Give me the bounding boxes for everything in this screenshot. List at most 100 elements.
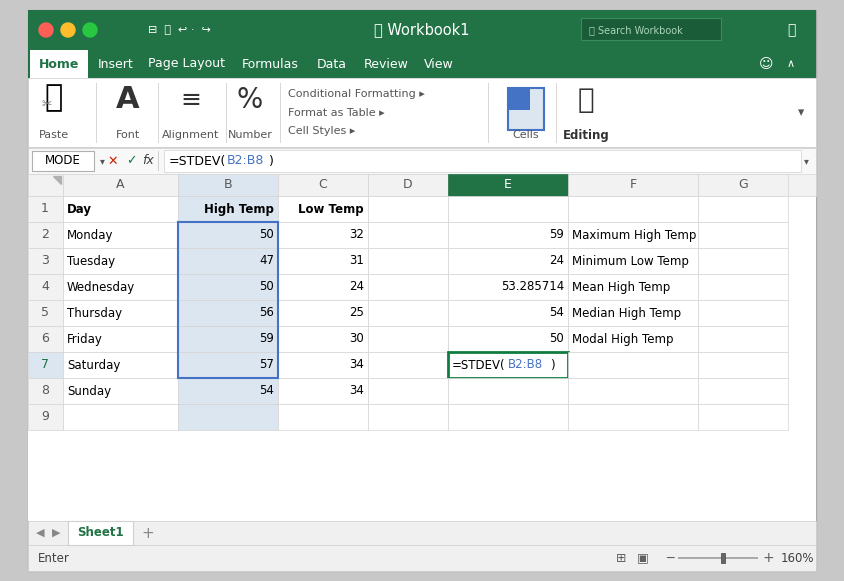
Text: Font: Font — [116, 130, 140, 140]
Bar — [448, 404, 568, 430]
Text: 2: 2 — [41, 228, 49, 242]
Text: ): ) — [269, 155, 273, 167]
Text: +: + — [142, 525, 154, 540]
Text: 5: 5 — [41, 307, 49, 320]
Text: ✕: ✕ — [108, 155, 118, 167]
Text: 24: 24 — [549, 254, 564, 267]
Bar — [28, 174, 63, 196]
Text: 6: 6 — [41, 332, 49, 346]
Bar — [63, 248, 178, 274]
Bar — [28, 78, 816, 148]
Bar — [278, 196, 368, 222]
Text: D: D — [403, 178, 413, 192]
Text: ─: ─ — [666, 551, 674, 565]
Text: 3: 3 — [41, 254, 49, 267]
Bar — [278, 274, 368, 300]
Bar — [30, 50, 88, 78]
Text: C: C — [319, 178, 327, 192]
Bar — [568, 174, 698, 196]
Text: =STDEV(: =STDEV( — [169, 155, 226, 167]
Text: %: % — [237, 86, 263, 114]
Bar — [178, 300, 278, 326]
Circle shape — [39, 23, 53, 37]
Bar — [63, 274, 178, 300]
Bar — [278, 326, 368, 352]
Text: 54: 54 — [259, 385, 274, 397]
Text: Editing: Editing — [563, 128, 609, 142]
Text: Wednesday: Wednesday — [67, 281, 135, 293]
Bar — [32, 151, 94, 171]
Bar — [63, 404, 178, 430]
Bar — [488, 83, 489, 143]
Text: ⊟  💾  ↩ ·  ↪: ⊟ 💾 ↩ · ↪ — [148, 25, 211, 35]
Bar — [178, 222, 278, 248]
Bar — [568, 326, 698, 352]
Bar — [63, 222, 178, 248]
Text: 57: 57 — [259, 358, 274, 371]
Text: Enter: Enter — [38, 551, 70, 565]
Bar — [28, 545, 816, 571]
Text: High Temp: High Temp — [204, 203, 274, 216]
Text: ▾: ▾ — [803, 156, 809, 166]
Bar — [68, 521, 133, 545]
Bar — [698, 378, 788, 404]
Bar — [178, 378, 278, 404]
Bar — [278, 222, 368, 248]
Text: ▶: ▶ — [51, 528, 60, 538]
Text: 50: 50 — [259, 228, 274, 242]
Text: Mean High Temp: Mean High Temp — [572, 281, 670, 293]
Text: Cell Styles ▸: Cell Styles ▸ — [288, 126, 355, 136]
Bar — [448, 274, 568, 300]
Bar — [448, 378, 568, 404]
Bar — [178, 248, 278, 274]
Text: Alignment: Alignment — [162, 130, 219, 140]
Text: Page Layout: Page Layout — [149, 58, 225, 70]
Text: 59: 59 — [259, 332, 274, 346]
Text: 50: 50 — [259, 281, 274, 293]
Bar — [721, 553, 725, 563]
Text: Review: Review — [364, 58, 408, 70]
Text: Monday: Monday — [67, 228, 113, 242]
Text: Number: Number — [228, 130, 273, 140]
Bar — [368, 352, 448, 378]
Text: 47: 47 — [259, 254, 274, 267]
Text: Paste: Paste — [39, 130, 69, 140]
Text: A: A — [116, 178, 124, 192]
Text: 160%: 160% — [781, 551, 814, 565]
Text: View: View — [425, 58, 454, 70]
Text: Format as Table ▸: Format as Table ▸ — [288, 108, 385, 118]
Bar — [448, 196, 568, 222]
Bar — [178, 352, 278, 378]
Bar — [28, 174, 816, 196]
Bar — [368, 404, 448, 430]
Bar — [556, 83, 557, 143]
Bar — [448, 352, 568, 378]
Bar — [278, 300, 368, 326]
Bar — [28, 148, 816, 174]
Bar — [164, 150, 801, 172]
Text: ✂: ✂ — [41, 98, 51, 111]
Text: 34: 34 — [349, 358, 364, 371]
Text: Home: Home — [39, 58, 79, 70]
Bar — [568, 404, 698, 430]
Text: Friday: Friday — [67, 332, 103, 346]
Bar — [508, 88, 530, 110]
Text: Minimum Low Temp: Minimum Low Temp — [572, 254, 689, 267]
Bar — [28, 274, 63, 300]
Text: 32: 32 — [349, 228, 364, 242]
Bar — [581, 18, 721, 40]
Text: Saturday: Saturday — [67, 358, 121, 371]
Bar — [178, 274, 278, 300]
Bar — [63, 174, 178, 196]
Bar — [698, 274, 788, 300]
Bar — [63, 352, 178, 378]
Bar — [278, 248, 368, 274]
Text: 9: 9 — [41, 411, 49, 424]
Text: ▾: ▾ — [100, 156, 105, 166]
Bar — [28, 10, 816, 50]
Text: 25: 25 — [349, 307, 364, 320]
Bar — [178, 174, 278, 196]
Text: 24: 24 — [349, 281, 364, 293]
Text: B2:B8: B2:B8 — [508, 358, 544, 371]
Text: A: A — [116, 85, 140, 114]
